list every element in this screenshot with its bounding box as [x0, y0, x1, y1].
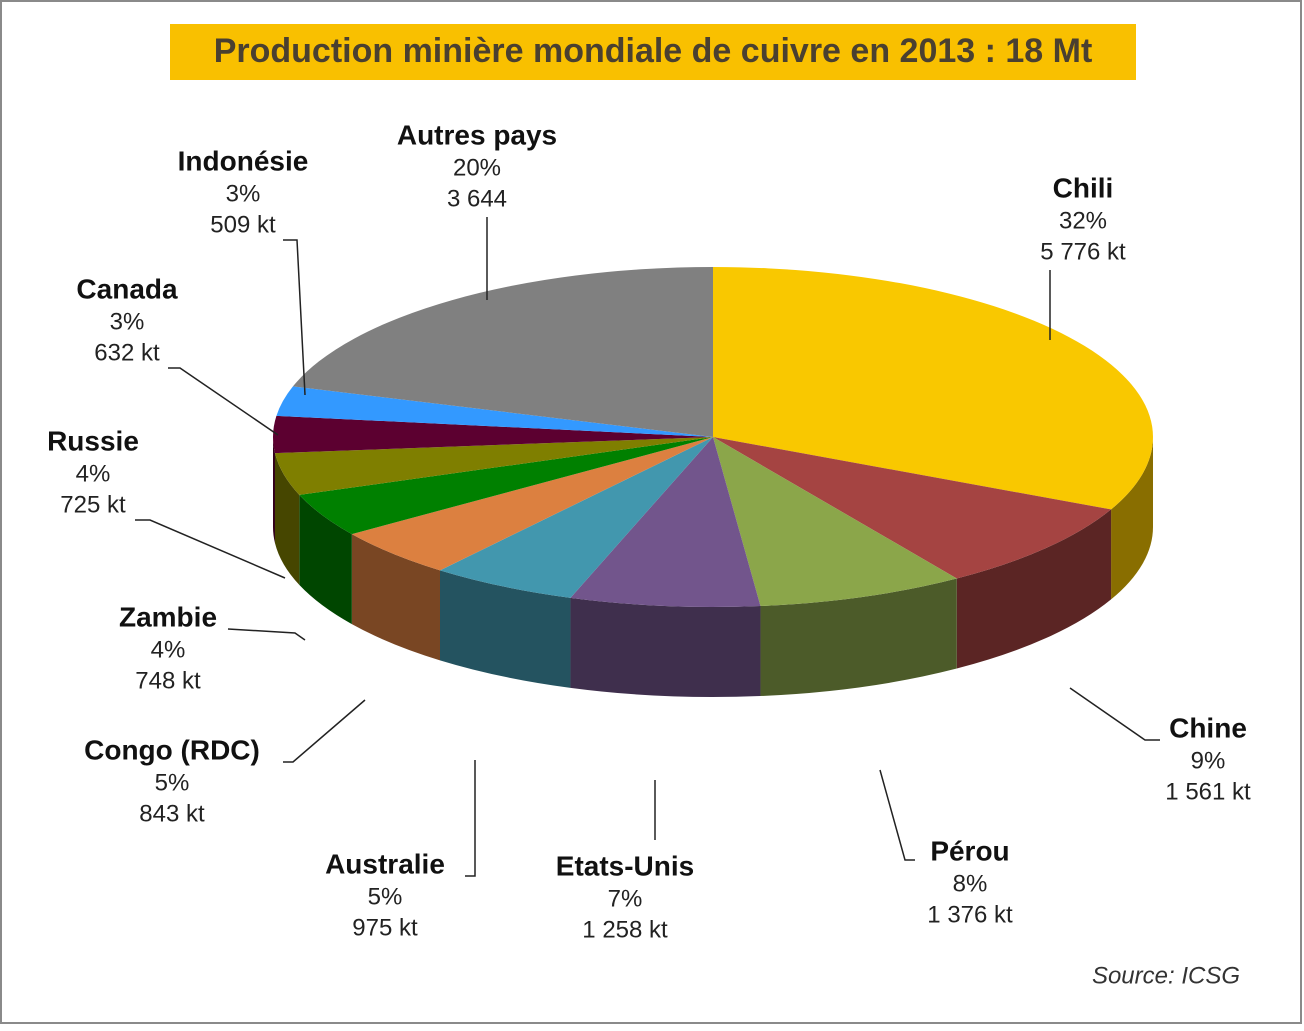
leader-line [135, 519, 286, 579]
category-label: Chili [1053, 172, 1114, 203]
leader-line [283, 239, 306, 396]
value-label: 1 561 kt [1165, 778, 1251, 805]
value-label: 5 776 kt [1040, 238, 1126, 265]
category-label: Autres pays [397, 119, 557, 150]
slice-side [1111, 437, 1153, 600]
slice [351, 437, 713, 571]
category-label: Australie [325, 848, 445, 879]
leader-line [227, 628, 306, 641]
percent-label: 5% [368, 883, 403, 910]
value-label: 748 kt [135, 667, 201, 694]
category-label: Zambie [119, 601, 217, 632]
category-label: Etats-Unis [556, 850, 694, 881]
percent-label: 8% [953, 870, 988, 897]
slice [273, 415, 713, 454]
value-label: 725 kt [60, 491, 126, 518]
percent-label: 9% [1191, 747, 1226, 774]
leader-line [283, 699, 366, 763]
percent-label: 20% [453, 154, 501, 181]
percent-label: 3% [226, 180, 261, 207]
category-label: Chine [1169, 712, 1247, 743]
slice [570, 437, 761, 607]
chart-title: Production minière mondiale de cuivre en… [214, 32, 1093, 70]
percent-label: 7% [608, 885, 643, 912]
source: Source: ICSG [1092, 962, 1240, 989]
slice-side [956, 509, 1112, 669]
percent-label: 3% [110, 308, 145, 335]
leader-line [1069, 687, 1160, 741]
value-label: 975 kt [352, 914, 418, 941]
slice [439, 437, 713, 598]
slice-side [760, 578, 957, 697]
slice-side [273, 437, 275, 544]
slice [292, 267, 713, 437]
percent-label: 4% [151, 636, 186, 663]
value-label: 3 644 [447, 185, 507, 212]
value-label: 843 kt [139, 800, 205, 827]
category-label: Russie [47, 425, 139, 456]
slice [713, 437, 1112, 579]
value-label: 1 258 kt [582, 916, 668, 943]
slice [713, 437, 957, 607]
percent-label: 32% [1059, 207, 1107, 234]
slice-side [299, 494, 352, 625]
slice-side [274, 453, 300, 585]
category-label: Congo (RDC) [84, 734, 260, 765]
category-label: Indonésie [178, 145, 309, 176]
percent-label: 4% [76, 460, 111, 487]
slice-side [570, 597, 761, 697]
leader-line [168, 367, 279, 436]
title-box [170, 24, 1136, 80]
leader-line [465, 760, 476, 877]
value-label: 1 376 kt [927, 901, 1013, 928]
percent-label: 5% [155, 769, 190, 796]
slice [299, 437, 713, 535]
slice [276, 386, 713, 437]
leader-line [879, 769, 915, 861]
slice-side [351, 534, 440, 661]
slice-side [439, 570, 571, 688]
value-label: 632 kt [94, 339, 160, 366]
value-label: 509 kt [210, 211, 276, 238]
category-label: Pérou [930, 835, 1009, 866]
slice [274, 437, 713, 495]
category-label: Canada [76, 273, 178, 304]
slice [713, 267, 1153, 510]
